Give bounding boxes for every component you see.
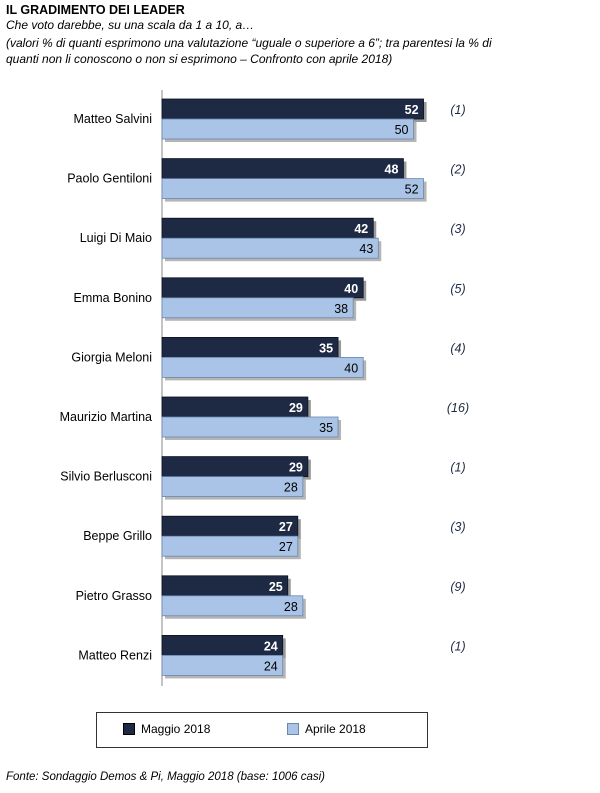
data-label-maggio: 29 [289,461,303,475]
chart-title: IL GRADIMENTO DEI LEADER [6,3,185,17]
data-label-aprile: 28 [284,481,298,495]
bar-aprile [161,297,354,319]
legend: Maggio 2018 Aprile 2018 [96,712,428,748]
legend-swatch-aprile [287,723,299,735]
category-label: Giorgia Meloni [71,350,152,364]
annotation-unknown: (1) [450,103,465,117]
category-label: Emma Bonino [73,291,152,305]
source-note: Fonte: Sondaggio Demos & Pi, Maggio 2018… [6,771,325,783]
data-label-maggio: 25 [269,580,283,594]
data-label-maggio: 24 [264,639,278,653]
bar-aprile [161,118,414,140]
bar-aprile [161,356,364,378]
data-label-aprile: 50 [395,123,409,137]
bar-maggio [161,396,309,418]
category-label: Maurizio Martina [60,410,152,424]
data-label-aprile: 38 [334,302,348,316]
category-label: Pietro Grasso [76,589,152,603]
data-label-maggio: 29 [289,401,303,415]
data-label-aprile: 40 [344,361,358,375]
data-label-aprile: 27 [279,540,293,554]
data-label-aprile: 43 [359,242,373,256]
bar-aprile [161,237,379,259]
category-label: Paolo Gentiloni [67,172,152,186]
data-label-maggio: 27 [279,520,293,534]
data-label-maggio: 40 [344,282,358,296]
legend-item-aprile: Aprile 2018 [287,722,366,736]
legend-label-maggio: Maggio 2018 [141,722,211,736]
legend-label-aprile: Aprile 2018 [305,722,366,736]
data-label-aprile: 35 [319,421,333,435]
chart-note: (valori % di quanti esprimono una valuta… [6,36,492,66]
category-label: Silvio Berlusconi [60,470,152,484]
legend-swatch-maggio [123,723,135,735]
data-label-maggio: 48 [385,163,399,177]
bar-aprile [161,535,299,557]
data-label-maggio: 52 [405,103,419,117]
annotation-unknown: (3) [450,520,465,534]
annotation-unknown: (1) [450,461,465,475]
annotation-unknown: (1) [450,639,465,653]
bar-aprile [161,476,304,498]
data-label-aprile: 24 [264,659,278,673]
bar-maggio [161,277,364,299]
bar-aprile [161,416,339,438]
data-label-aprile: 28 [284,600,298,614]
data-label-maggio: 35 [319,341,333,355]
bar-maggio [161,515,299,537]
category-label: Matteo Renzi [78,648,152,662]
bar-maggio [161,456,309,478]
bar-aprile [161,655,284,676]
annotation-unknown: (16) [447,401,469,415]
bar-chart: Matteo Salvini 52 50 (1) Paolo Gentiloni 48 52… [60,90,469,686]
legend-item-maggio: Maggio 2018 [123,722,210,736]
bar-maggio [161,98,424,120]
bar-maggio [161,336,339,358]
annotation-unknown: (9) [450,580,465,594]
bar-maggio [161,217,374,239]
bar-maggio [161,158,404,180]
annotation-unknown: (4) [450,341,465,355]
category-label: Beppe Grillo [83,529,152,543]
category-label: Luigi Di Maio [80,231,152,245]
bar-aprile [161,595,304,617]
bar-aprile [161,178,424,200]
annotation-unknown: (5) [450,282,465,296]
category-label: Matteo Salvini [73,112,152,126]
annotation-unknown: (3) [450,222,465,236]
data-label-maggio: 42 [354,222,368,236]
data-label-aprile: 52 [405,183,419,197]
chart-subtitle: Che voto darebbe, su una scala da 1 a 10… [6,18,255,32]
annotation-unknown: (2) [450,163,465,177]
